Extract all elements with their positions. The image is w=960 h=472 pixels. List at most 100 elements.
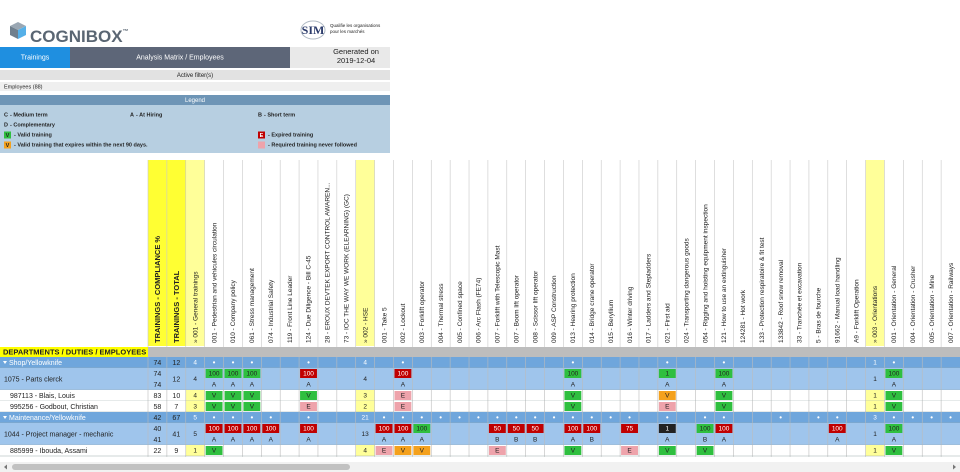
cell: 1 [873,376,877,383]
column-header[interactable]: 124 - Due Diligence - Bill C-45 [306,255,313,343]
employee-label[interactable]: 885999 - Ibouda, Assami [10,448,88,455]
employee-row-bg[interactable] [0,401,960,412]
column-header[interactable]: 009 - ASP Construction [551,275,558,343]
cell: V [665,448,670,455]
cell-priority: A [665,437,670,444]
cell-priority: A [835,437,840,444]
column-header[interactable]: 33 - Tranchée et excavation [797,262,804,343]
cell-status [658,402,676,411]
column-header[interactable]: 121 - How to use an extinguisher [721,247,728,343]
cell: V [703,448,708,455]
cell: • [893,358,896,367]
expand-arrow[interactable] [3,416,7,419]
department-row-bg[interactable] [0,412,960,423]
column-header[interactable]: 28 - EROUX DEVTEK EXPORT CONTROL AWAREN.… [325,182,332,343]
column-header[interactable]: 004 - Orientation - Crusher [910,265,917,343]
cell: V [250,393,255,400]
column-header[interactable]: » 002 - HSE [362,307,369,343]
total: 41 [172,431,180,438]
column-header[interactable]: » 003 - Orientations [872,285,879,343]
column-header[interactable]: 5 - Bras de fourche [816,287,823,343]
column-header[interactable]: 001 - Take 5 [381,307,388,343]
column-header[interactable]: 054 - Rigging and hoisting equipment ins… [702,204,709,343]
scroll-right[interactable] [953,464,956,470]
cell: E [401,404,406,411]
expand-arrow[interactable] [3,361,7,364]
column-header[interactable]: TRAININGS - TOTAL [172,270,181,343]
cell: 1 [665,371,669,378]
column-header[interactable]: 133842 - Roof snow removal [778,259,785,343]
cell-status [658,424,676,433]
column-header[interactable]: 010 - Company policy [230,279,237,343]
cell: 100 [567,426,578,433]
column-header[interactable]: 006 - Arc Flash (FE74) [476,278,483,343]
tab[interactable]: Trainings [21,54,50,61]
cell: 4 [363,376,367,383]
cell-priority: A [401,437,406,444]
column-header[interactable]: 124281 - Hot work [740,289,747,343]
column-header[interactable]: TRAININGS - COMPLIANCE % [153,236,162,343]
column-header[interactable]: 016 - Winter driving [627,286,634,343]
column-header[interactable]: 001 - Orientation - General [891,265,898,343]
column-header[interactable]: 003 - Forklift operator [419,280,426,343]
matrix: TRAININGS - COMPLIANCE % TRAININGS - TOTA… [0,160,960,457]
total: 10 [172,393,180,400]
department-row-bg[interactable] [0,357,960,368]
page-title: Analysis Matrix / Employees [136,54,224,61]
cell: V [212,404,217,411]
column-header[interactable]: 008 - Scissor lift operator [532,270,539,343]
cell: 1 [873,404,877,411]
cell-status [205,446,223,455]
column-header[interactable]: 133 - Protection respiratoire & fit test [759,237,766,343]
column-header[interactable]: 119 - Front Line Leader [287,275,294,343]
column-header[interactable]: A9 - Forklift Operation [853,279,860,343]
cell-status [205,391,223,400]
cell-status [488,424,506,433]
column-header[interactable]: 015 - Beryllium [608,300,615,343]
compliance: 22 [154,448,162,455]
duty-row-bg[interactable] [0,423,960,445]
cell: 4 [363,360,367,367]
column-header[interactable]: 013 - Hearing protection [570,273,577,343]
column-header[interactable]: 007 - Forklift with Telescopic Mast [495,245,502,343]
column-header[interactable]: 007 - Orientation - Railways [948,262,955,343]
column-header[interactable]: 024 - Transporting dangerous goods [683,237,690,343]
column-header[interactable]: 91662 - Manual load handling [834,257,841,343]
column-header[interactable]: 004 - Thermal stress [438,283,445,343]
duty-label[interactable]: 1044 - Project manager - mechanic [4,431,114,438]
employee-row-bg[interactable] [0,445,960,456]
cell-status [885,391,903,400]
tab-bg[interactable] [0,47,70,68]
column-header[interactable]: 017 - Ladders and Stepladders [646,253,653,343]
cell-priority: B [703,437,707,444]
department-label[interactable]: Maintenance/Yellowknife [9,415,86,422]
legend-text: - Complementary [10,122,56,128]
legend-key: C [4,112,8,118]
duty-row-bg[interactable] [0,368,960,390]
employee-label[interactable]: 995256 - Godbout, Christian [10,404,98,411]
column-header[interactable]: 021 - First aid [665,303,672,343]
scroll-left[interactable] [4,464,7,470]
column-header[interactable]: 001 - Pedestrian and vehicules circulati… [211,222,218,343]
column-header[interactable]: 014 - Bridge crane operator [589,263,596,343]
employee-label[interactable]: 987113 - Blais, Louis [10,393,75,400]
cell: 100 [303,371,314,378]
column-header[interactable]: » 001 - General trainings [192,271,199,343]
legend-text: - Expired training [268,132,313,138]
column-header[interactable]: 73 - IOC THE WAY WE WORK (ELEARNING) (GC… [343,194,350,343]
column-header[interactable]: 005 - Orientation - Mine [929,274,936,343]
department-label[interactable]: Shop/Yellowknife [9,360,62,367]
column-header[interactable]: 005 - Confined space [457,281,464,343]
column-header[interactable]: 002 - Lockout [400,303,407,343]
column-header[interactable]: 061 - Stress management [249,268,256,343]
cell-priority: A [722,437,727,444]
cell: 3 [193,404,197,411]
column-header[interactable]: 007 - Boom lift operator [513,274,520,343]
cell-priority: A [269,437,274,444]
scrollbar-track[interactable] [0,462,960,472]
duty-label[interactable]: 1075 - Parts clerck [4,376,63,383]
employee-row-bg[interactable] [0,390,960,401]
column-header[interactable]: 074 - Industrial Safety [268,279,275,343]
cell: 100 [228,426,239,433]
scrollbar-thumb[interactable] [12,464,350,470]
